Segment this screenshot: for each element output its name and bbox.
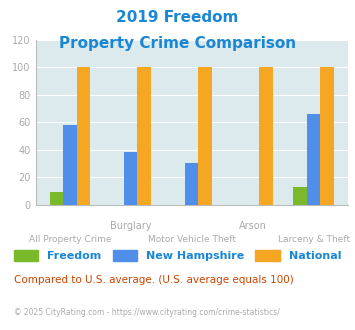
Legend: Freedom, New Hampshire, National: Freedom, New Hampshire, National: [10, 246, 345, 266]
Bar: [320, 67, 334, 205]
Text: 2019 Freedom: 2019 Freedom: [116, 10, 239, 25]
Text: Motor Vehicle Theft: Motor Vehicle Theft: [148, 235, 236, 244]
Bar: [185, 163, 198, 205]
Text: Arson: Arson: [239, 221, 267, 231]
Text: Compared to U.S. average. (U.S. average equals 100): Compared to U.S. average. (U.S. average …: [14, 276, 294, 285]
Bar: [198, 67, 212, 205]
Bar: [77, 67, 90, 205]
Bar: [260, 67, 273, 205]
Text: All Property Crime: All Property Crime: [28, 235, 111, 244]
Text: Burglary: Burglary: [110, 221, 152, 231]
Bar: [137, 67, 151, 205]
Text: Larceny & Theft: Larceny & Theft: [278, 235, 350, 244]
Bar: [294, 187, 307, 205]
Bar: [63, 125, 77, 205]
Text: © 2025 CityRating.com - https://www.cityrating.com/crime-statistics/: © 2025 CityRating.com - https://www.city…: [14, 308, 280, 317]
Bar: [124, 152, 137, 205]
Bar: [50, 192, 63, 205]
Text: Property Crime Comparison: Property Crime Comparison: [59, 36, 296, 51]
Bar: [307, 114, 320, 205]
